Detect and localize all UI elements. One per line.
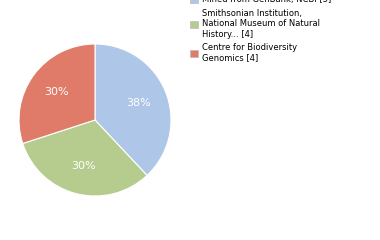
Wedge shape xyxy=(95,44,171,175)
Legend: Mined from GenBank, NCBI [5], Smithsonian Institution,
National Museum of Natura: Mined from GenBank, NCBI [5], Smithsonia… xyxy=(190,0,332,63)
Text: 38%: 38% xyxy=(127,98,151,108)
Text: 30%: 30% xyxy=(71,161,96,171)
Wedge shape xyxy=(23,120,147,196)
Wedge shape xyxy=(19,44,95,144)
Text: 30%: 30% xyxy=(44,87,69,97)
